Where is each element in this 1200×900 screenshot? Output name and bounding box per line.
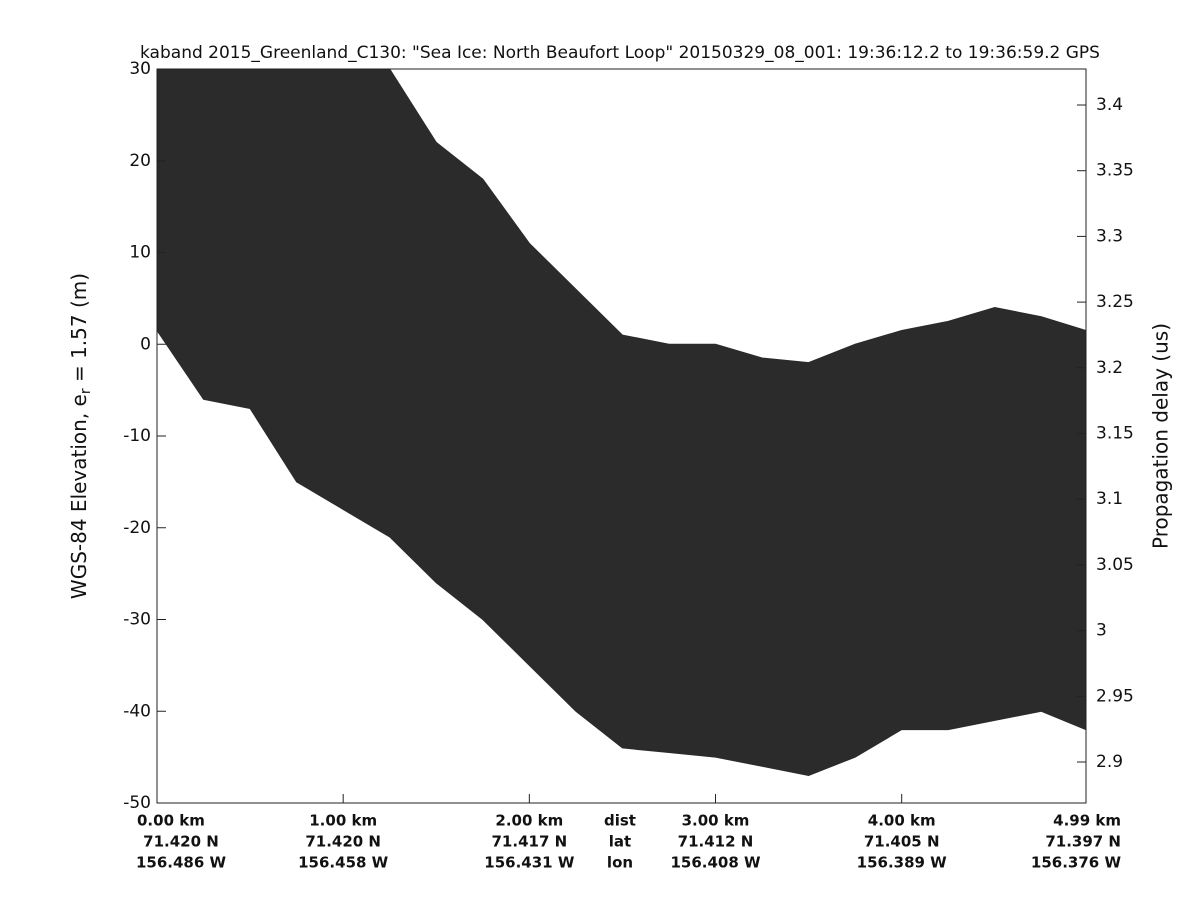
- y-label-end: = 1.57 (m): [67, 273, 91, 388]
- y-axis-label: WGS-84 Elevation, er = 1.57 (m): [67, 273, 95, 599]
- y2-tick-label: 3.2: [1096, 358, 1123, 378]
- x-tick-lon: 156.408 W: [670, 854, 761, 872]
- y-tick-label: -10: [123, 426, 151, 446]
- y-tick-label: 20: [129, 151, 151, 171]
- x-tick-lon: 156.431 W: [484, 854, 575, 872]
- y2-tick-label: 3.3: [1096, 226, 1123, 246]
- x-tick-label: 4.00 km: [868, 812, 936, 830]
- bottom-edge: [157, 330, 1086, 776]
- y-tick-label: -40: [123, 701, 151, 721]
- x-tick-lon: 156.486 W: [136, 854, 227, 872]
- y2-tick-label: 3.4: [1096, 95, 1123, 115]
- chart-title: kaband 2015_Greenland_C130: "Sea Ice: No…: [140, 43, 1100, 63]
- x-tick-lat: 71.412 N: [678, 833, 754, 851]
- x-tick-lon: 156.458 W: [298, 854, 389, 872]
- y2-tick-label: 3.15: [1096, 424, 1134, 444]
- x-tick-label: 4.99 km: [1053, 812, 1121, 830]
- y2-axis-label: Propagation delay (us): [1149, 323, 1173, 549]
- x-tick-label: 3.00 km: [682, 812, 750, 830]
- x-tick-lat: 71.420 N: [305, 833, 381, 851]
- top-edge: [388, 69, 1086, 364]
- row-name: lon: [607, 854, 633, 872]
- y2-tick-label: 3.1: [1096, 489, 1123, 509]
- x-tick-lon: 156.376 W: [1031, 854, 1122, 872]
- y-tick-label: -20: [123, 518, 151, 538]
- y-tick-label: 30: [129, 59, 151, 79]
- x-tick-lon: 156.389 W: [857, 854, 948, 872]
- y2-tick-label: 2.95: [1096, 686, 1134, 706]
- row-name: dist: [604, 812, 636, 830]
- y-tick-label: -50: [123, 793, 151, 813]
- y2-tick-label: 3.05: [1096, 555, 1134, 575]
- y-tick-label: 0: [140, 334, 151, 354]
- x-tick-lat: 71.417 N: [492, 833, 568, 851]
- x-tick-lat: 71.405 N: [864, 833, 940, 851]
- x-tick-lat: 71.420 N: [143, 833, 219, 851]
- y-tick-label: 10: [129, 243, 151, 263]
- x-tick-label: 0.00 km: [137, 812, 205, 830]
- y-label-main: WGS-84 Elevation, e: [67, 394, 91, 599]
- y2-tick-label: 3.35: [1096, 161, 1134, 181]
- y-tick-label: -30: [123, 610, 151, 630]
- y2-tick-label: 3.25: [1096, 292, 1134, 312]
- y-label-sub: r: [78, 388, 94, 394]
- y2-tick-label: 3: [1096, 621, 1107, 641]
- row-name: lat: [609, 833, 631, 851]
- x-tick-lat: 71.397 N: [1045, 833, 1121, 851]
- x-tick-label: 2.00 km: [495, 812, 563, 830]
- y2-tick-label: 2.9: [1096, 752, 1123, 772]
- echo-area: [157, 69, 1086, 776]
- x-tick-label: 1.00 km: [309, 812, 377, 830]
